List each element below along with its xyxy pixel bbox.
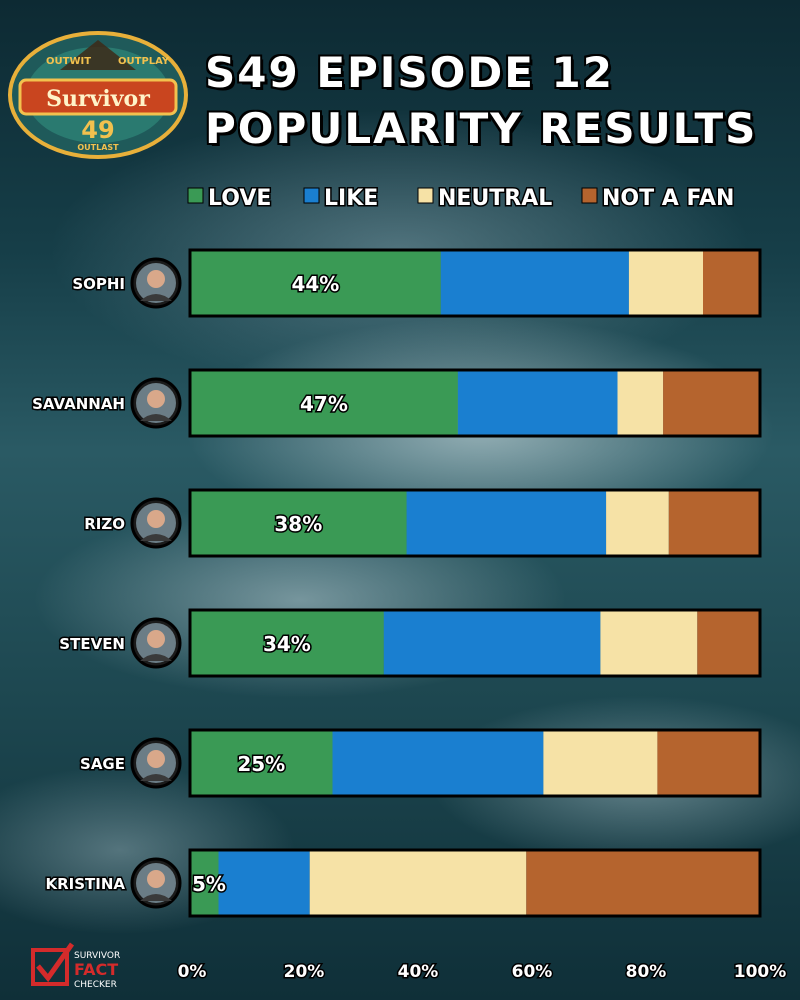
bar-steven-neutral: [600, 610, 698, 676]
avatar-steven: [130, 617, 182, 669]
avatar-kristina: [130, 857, 182, 909]
x-tick-40: 40%: [398, 962, 439, 982]
bar-savannah-not-a-fan: [663, 370, 760, 436]
legend-swatch-not-a-fan: [581, 187, 598, 204]
legend: LOVE LIKE NEUTRAL NOT A FAN: [187, 185, 736, 213]
data-label-savannah: 47%: [300, 392, 348, 416]
category-label-sage: SAGE: [80, 755, 125, 773]
legend-label-not-a-fan: NOT A FAN: [602, 186, 734, 211]
data-label-kristina: 5%: [192, 872, 226, 896]
bar-rizo-love: [190, 490, 407, 556]
bar-sophi-love: [190, 250, 441, 316]
category-label-sophi: SOPHI: [72, 275, 125, 293]
bar-outline-sophi: [188, 248, 762, 318]
legend-swatch-like: [303, 187, 320, 204]
footer-brand-line-3: CHECKER: [74, 980, 117, 990]
avatar-savannah: [130, 377, 182, 429]
bar-kristina-not-a-fan: [526, 850, 760, 916]
bar-savannah-love: [190, 370, 458, 436]
bar-sage-neutral: [543, 730, 658, 796]
chart-title-line-1: S49 EPISODE 12: [205, 48, 614, 97]
bar-steven-love: [190, 610, 384, 676]
bar-row-kristina: KRISTINA 5%: [44, 848, 762, 918]
category-label-steven: STEVEN: [59, 635, 125, 653]
logo-top-text: OUTWIT: [46, 56, 91, 67]
bar-kristina-love: [190, 850, 219, 916]
bar-steven-not-a-fan: [697, 610, 760, 676]
chart-rows: SOPHI 44% SAVANNAH 47% RIZO 38% STEVEN 34% SAGE 2…: [31, 248, 762, 918]
data-label-steven: 34%: [263, 632, 311, 656]
checkmark-icon: [36, 942, 75, 983]
bar-kristina-like: [218, 850, 310, 916]
category-label-rizo: RIZO: [84, 515, 125, 533]
bar-kristina-neutral: [309, 850, 527, 916]
logo-top-right-text: OUTPLAY: [118, 56, 170, 67]
bar-sage-like: [332, 730, 544, 796]
fact-checker-logo: SURVIVOR FACT CHECKER: [31, 942, 120, 990]
legend-swatch-love: [187, 187, 204, 204]
footer-brand-line-2: FACT: [74, 960, 118, 979]
bar-savannah-neutral: [617, 370, 664, 436]
x-tick-0: 0%: [178, 962, 207, 982]
bar-row-sophi: SOPHI 44%: [71, 248, 762, 318]
data-label-sage: 25%: [237, 752, 285, 776]
logo-number-text: 49: [81, 116, 114, 144]
footer-brand-line-1: SURVIVOR: [74, 951, 120, 961]
bar-row-sage: SAGE 25%: [79, 728, 762, 798]
category-label-savannah: SAVANNAH: [32, 395, 125, 413]
bar-outline-rizo: [188, 488, 762, 558]
avatar-sage: [130, 737, 182, 789]
legend-label-neutral: NEUTRAL: [438, 186, 552, 211]
chart-title-line-2: POPULARITY RESULTS: [205, 104, 758, 153]
bar-rizo-not-a-fan: [668, 490, 760, 556]
avatar-rizo: [130, 497, 182, 549]
data-label-sophi: 44%: [291, 272, 339, 296]
x-axis-ticks: 0% 20% 40% 60% 80% 100%: [176, 961, 788, 984]
category-label-kristina: KRISTINA: [45, 875, 125, 893]
x-tick-60: 60%: [512, 962, 553, 982]
bar-sophi-like: [440, 250, 629, 316]
x-tick-100: 100%: [734, 962, 787, 982]
bar-steven-like: [383, 610, 601, 676]
bar-outline-steven: [188, 608, 762, 678]
bar-rizo-neutral: [606, 490, 669, 556]
bar-sophi-neutral: [628, 250, 703, 316]
survivor-logo: OUTWIT OUTPLAY Survivor 49 OUTLAST: [8, 31, 188, 159]
bar-outline-savannah: [188, 368, 762, 438]
bar-sophi-not-a-fan: [703, 250, 760, 316]
bar-outline-kristina: [188, 848, 762, 918]
bar-row-rizo: RIZO 38%: [83, 488, 762, 558]
bar-rizo-like: [406, 490, 607, 556]
logo-bottom-text: OUTLAST: [77, 143, 119, 152]
x-tick-20: 20%: [284, 962, 325, 982]
bar-sage-not-a-fan: [657, 730, 760, 796]
bar-row-savannah: SAVANNAH 47%: [31, 368, 762, 438]
bar-sage-love: [190, 730, 333, 796]
x-tick-80: 80%: [626, 962, 667, 982]
legend-label-love: LOVE: [208, 186, 271, 211]
bar-savannah-like: [457, 370, 618, 436]
bar-outline-sage: [188, 728, 762, 798]
legend-swatch-neutral: [417, 187, 434, 204]
data-label-rizo: 38%: [274, 512, 322, 536]
logo-main-text: Survivor: [46, 86, 150, 112]
legend-label-like: LIKE: [324, 186, 378, 211]
bar-row-steven: STEVEN 34%: [58, 608, 762, 678]
avatar-sophi: [130, 257, 182, 309]
